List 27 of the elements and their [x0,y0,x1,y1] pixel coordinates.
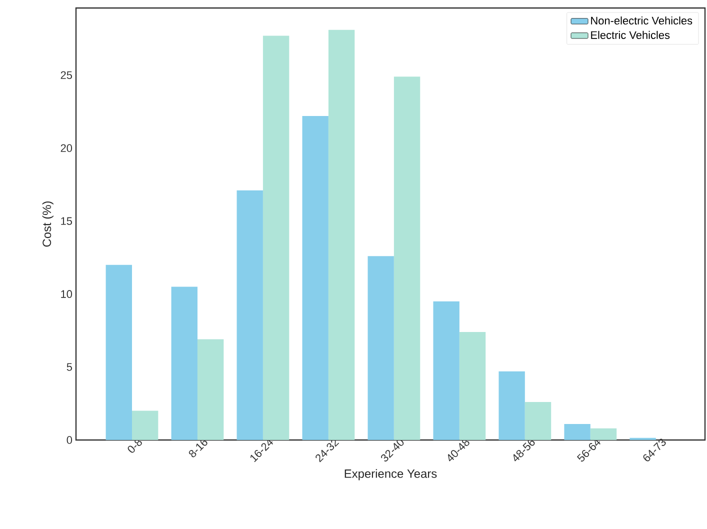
bar [394,76,420,440]
y-tick-label: 5 [66,363,72,371]
legend-label: Non-electric Vehicles [591,16,692,25]
x-tick-label: 8-16 [188,438,208,458]
bar [368,256,394,440]
bar [132,410,158,440]
y-tick-label: 0 [66,436,72,444]
bar [459,332,486,440]
bar [524,402,552,440]
bar [236,190,263,440]
bar [498,371,525,440]
bar [262,36,290,440]
bar [590,428,617,440]
x-axis-title: Experience Years [344,469,437,480]
y-tick-label: 25 [60,71,72,80]
legend-label: Electric Vehicles [591,30,670,39]
y-tick-label: 10 [61,290,72,298]
bar [197,339,224,440]
bar [302,116,328,440]
y-tick-label: 15 [61,217,72,225]
bar [564,424,590,440]
y-tick-label: 20 [60,144,72,152]
bar [328,30,355,440]
bar [106,264,132,440]
y-axis-title: Cost (%) [42,202,54,247]
bar [171,286,198,440]
bar [433,301,460,440]
